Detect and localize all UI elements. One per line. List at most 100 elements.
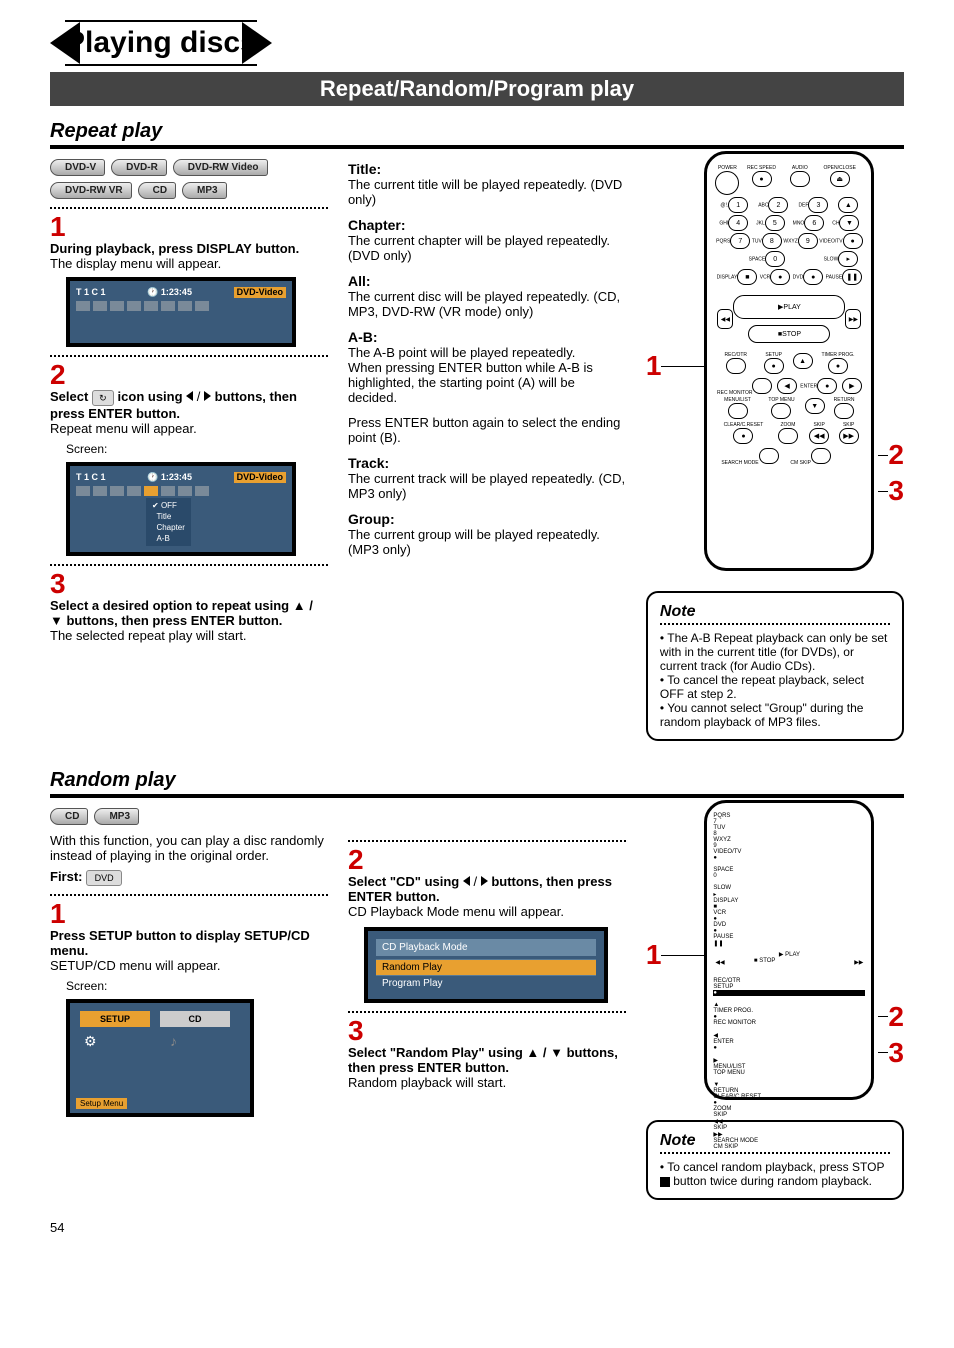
stop-icon — [660, 1177, 670, 1187]
def-all-t: The current disc will be played repeated… — [348, 289, 626, 319]
repeat-heading: Repeat play — [50, 120, 904, 149]
r2-play: PLAY — [785, 952, 800, 958]
badge-dvdv: DVD-V — [50, 159, 105, 176]
step-2-b: icon using — [118, 389, 187, 404]
def-title-t: The current title will be played repeate… — [348, 177, 626, 207]
note-2-b1a: To cancel random playback, press STOP — [667, 1160, 884, 1174]
random-step2-num: 2 — [348, 846, 626, 874]
rl-0: SPACE — [749, 257, 766, 263]
osd-time: 1:23:45 — [161, 287, 192, 297]
badge-cd-2: CD — [50, 808, 88, 825]
note-1-b3: You cannot select "Group" during the ran… — [660, 701, 864, 729]
rl-search: SEARCH MODE — [721, 460, 758, 466]
osd-screen-1: T 1 C 1 🕐 1:23:45 DVD-Video — [66, 277, 296, 347]
cd-menu-header: CD Playback Mode — [376, 939, 596, 956]
badge-mp3: MP3 — [182, 182, 227, 199]
badge-dvdrw-vr: DVD-RW VR — [50, 182, 132, 199]
setup-screen: SETUP CD ⚙ ♪ Setup Menu — [66, 999, 254, 1117]
def-chapter-h: Chapter: — [348, 217, 626, 233]
badge-dvdr: DVD-R — [111, 159, 167, 176]
rl-recmon: REC MONITOR — [717, 390, 752, 396]
rl-9: WXYZ — [783, 239, 797, 245]
setup-caption: Setup Menu — [76, 1098, 127, 1109]
cd-opt-random: Random Play — [376, 959, 596, 975]
pointer-1b: 1 — [646, 939, 662, 971]
format-badges: DVD-V DVD-R DVD-RW Video DVD-RW VR CD MP… — [50, 159, 328, 199]
def-ab-t2: When pressing ENTER button while A-B is … — [348, 360, 626, 405]
random-step1-txt: SETUP/CD menu will appear. — [50, 958, 221, 973]
osd-screen-2: T 1 C 1 🕐 1:23:45 DVD-Video ✔ OFF Title … — [66, 462, 296, 557]
pointer-3b: 3 — [888, 1037, 904, 1069]
random-first: First: — [50, 869, 83, 884]
cd-tab: CD — [160, 1011, 230, 1027]
def-track-h: Track: — [348, 455, 626, 471]
rl-enter: ENTER — [800, 384, 817, 390]
rl-6: MNO — [793, 221, 805, 227]
step-2-number: 2 — [50, 361, 328, 389]
rl-8: TUV — [752, 239, 762, 245]
rl-cmskip: CM SKIP — [790, 460, 811, 466]
def-track-t: The current track will be played repeate… — [348, 471, 626, 501]
r2-cmskip: CM SKIP — [713, 1144, 738, 1150]
rl-play: PLAY — [783, 304, 800, 311]
r2-stop: STOP — [759, 958, 775, 964]
step-2-a: Select — [50, 389, 92, 404]
rl-vtv: VIDEO/TV — [819, 239, 842, 245]
osd-format-tag-2: DVD-Video — [234, 472, 286, 483]
random-step1-num: 1 — [50, 900, 328, 928]
badge-cd: CD — [138, 182, 176, 199]
pointer-2b: 2 — [888, 1001, 904, 1033]
pointer-3: 3 — [888, 475, 904, 507]
def-chapter-t: The current chapter will be played repea… — [348, 233, 626, 263]
note-2-b1b: button twice during random playback. — [670, 1174, 872, 1188]
random-badges: CD MP3 — [50, 808, 328, 825]
cd-playback-menu: CD Playback Mode Random Play Program Pla… — [364, 927, 608, 1003]
def-ab-t3: Press ENTER button again to select the e… — [348, 415, 626, 445]
r2-clear: CLEAR/C.RESET — [713, 1094, 761, 1100]
osd-time-2: 1:23:45 — [161, 472, 192, 482]
def-group-t: The current group will be played repeate… — [348, 527, 626, 557]
remote-control: POWERREC SPEED●AUDIOOPEN/CLOSE⏏ @!.1ABC2… — [704, 151, 874, 571]
rl-5: JKL — [756, 221, 765, 227]
random-step1-bold: Press SETUP button to display SETUP/CD m… — [50, 928, 310, 958]
osd-title-chapter-2: T 1 C 1 — [76, 472, 106, 483]
menu-off: OFF — [161, 501, 177, 510]
remote-control-2: PQRS7TUV8WXYZ9VIDEO/TV● SPACE0 SLOW▸ DIS… — [704, 800, 874, 1100]
rl-dvd: DVD — [793, 275, 804, 281]
screen-label-1: Screen: — [66, 442, 328, 456]
pointer-1: 1 — [646, 350, 662, 382]
r2-vtv: VIDEO/TV — [713, 849, 741, 855]
rl-1: @!. — [720, 203, 728, 209]
rl-vcr: VCR — [760, 275, 771, 281]
step-3-instruction: Select a desired option to repeat using … — [50, 598, 313, 628]
rl-7: PQRS — [716, 239, 730, 245]
note-1-b1: The A-B Repeat playback can only be set … — [660, 631, 887, 673]
page-number: 54 — [50, 1220, 904, 1235]
def-title-h: Title: — [348, 161, 626, 177]
step-2-detail: Repeat menu will appear. — [50, 421, 197, 436]
rl-disp: DISPLAY — [717, 275, 738, 281]
menu-title: Title — [156, 512, 171, 521]
def-ab-t1: The A-B point will be played repeatedly. — [348, 345, 626, 360]
step-1-instruction: During playback, press DISPLAY button. — [50, 241, 299, 256]
random-step2-a: Select "CD" using — [348, 874, 463, 889]
screen-label-2: Screen: — [66, 979, 328, 993]
page-title: Playing discs — [65, 26, 257, 60]
setup-tab: SETUP — [80, 1011, 150, 1027]
def-group-h: Group: — [348, 511, 626, 527]
step-3-number: 3 — [50, 570, 328, 598]
def-all-h: All: — [348, 273, 626, 289]
rl-stop: STOP — [782, 331, 801, 338]
def-ab-h: A-B: — [348, 329, 626, 345]
pointer-2: 2 — [888, 439, 904, 471]
step-1-detail: The display menu will appear. — [50, 256, 221, 271]
rl-3: DEF — [798, 203, 808, 209]
step-3-detail: The selected repeat play will start. — [50, 628, 247, 643]
r2-timer: TIMER PROG. — [713, 1008, 753, 1014]
note-1: Note • The A-B Repeat playback can only … — [646, 591, 904, 741]
badge-dvdrw-video: DVD-RW Video — [173, 159, 268, 176]
badge-mp3-2: MP3 — [94, 808, 139, 825]
cd-opt-program: Program Play — [376, 975, 596, 991]
rl-power: POWER — [718, 165, 737, 171]
repeat-icon: ↻ — [92, 390, 114, 406]
